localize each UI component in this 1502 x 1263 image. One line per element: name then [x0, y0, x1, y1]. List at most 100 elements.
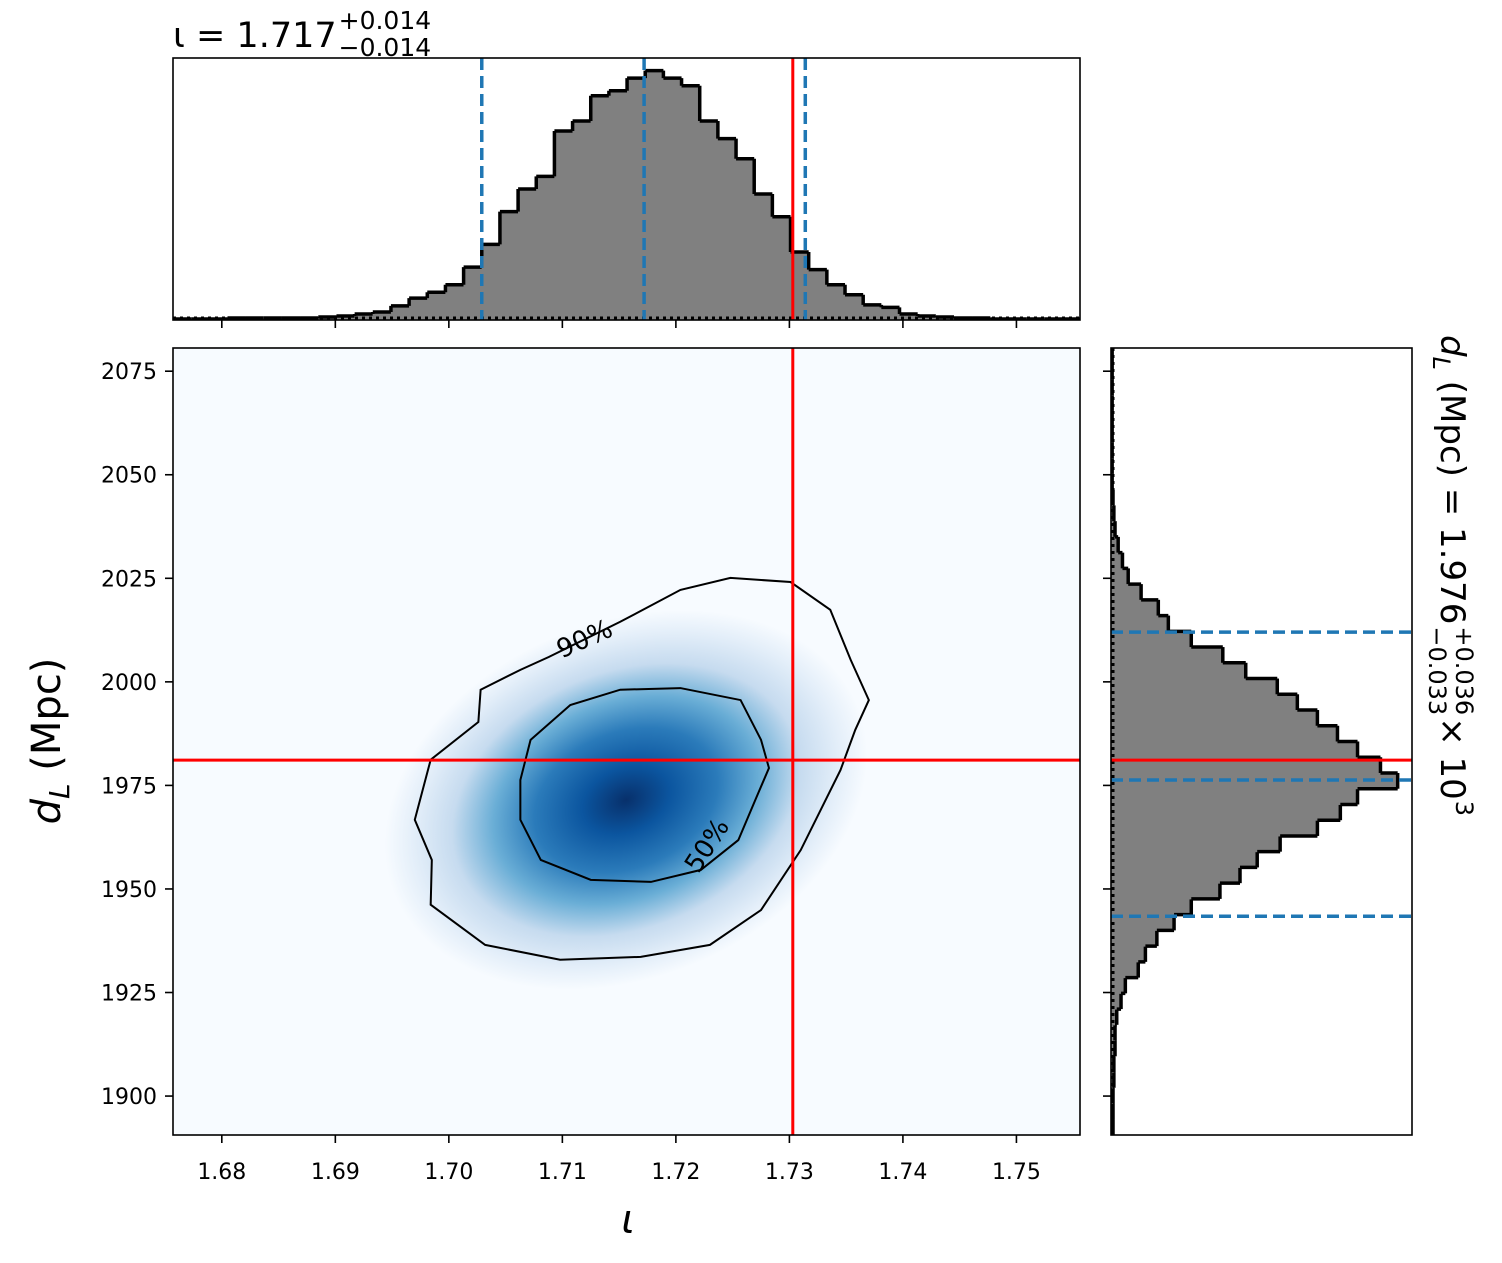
hist-bar — [1111, 694, 1298, 711]
hist-bar — [518, 189, 537, 320]
hist-bar — [736, 158, 755, 320]
hist-bar — [1111, 568, 1129, 585]
hist-bar — [1111, 1009, 1117, 1026]
hist-bar — [336, 315, 356, 320]
title-upper: +0.014 — [339, 6, 432, 35]
y-tick-label: 2000 — [101, 671, 157, 696]
hist-bar — [590, 95, 610, 320]
side-lower: −0.033 — [1423, 626, 1451, 715]
x-tick-label: 1.75 — [992, 1160, 1041, 1185]
hist-bar — [845, 294, 864, 320]
hist-bar — [463, 267, 483, 320]
y-tick-label: 1950 — [101, 878, 157, 903]
side-upper: +0.036 — [1450, 626, 1478, 715]
hist-bar — [572, 120, 592, 320]
hist-bar — [808, 269, 828, 320]
title-lower: −0.014 — [339, 33, 432, 62]
hist-bar — [1111, 552, 1123, 569]
contour-line — [519, 687, 771, 883]
hist-bar — [917, 315, 937, 320]
hist-bar — [754, 194, 773, 320]
hist-bar — [554, 131, 574, 320]
hist-bar — [1111, 946, 1146, 963]
top-hist-layer — [173, 58, 1080, 320]
hist-bar — [499, 211, 519, 320]
hist-bar — [1111, 678, 1278, 695]
hist-bar — [1111, 930, 1157, 947]
y-tick-label: 2075 — [101, 360, 157, 385]
side-text: (Mpc) = 1.976 — [1432, 370, 1472, 624]
hist-bar — [772, 216, 792, 320]
y-tick-label: 1900 — [101, 1085, 157, 1110]
side-symbol: d — [1432, 335, 1472, 357]
hist-bar — [1111, 631, 1192, 648]
hist-bar — [1111, 772, 1398, 790]
hist-bar — [1111, 536, 1119, 554]
hist-bar — [1111, 710, 1318, 727]
hist-bar — [608, 90, 628, 320]
side-title-text: dL (Mpc) = 1.976 — [1427, 335, 1472, 624]
hist-bar — [699, 120, 719, 320]
hist-bar — [681, 85, 701, 320]
side-title: dL (Mpc) = 1.976 +0.036 −0.033 × 10 3 — [1423, 335, 1478, 816]
side-times: × 10 — [1432, 717, 1472, 800]
hist-bar — [1111, 662, 1246, 680]
hist-bar — [1111, 914, 1175, 931]
y-label-sub: L — [43, 783, 76, 799]
hist-bar — [717, 138, 737, 320]
hist-bar — [1111, 867, 1240, 884]
y-axis-label: dL (Mpc) — [24, 658, 76, 825]
hist-bar — [372, 311, 392, 320]
hist-bar — [1111, 977, 1126, 994]
hist-bar — [1111, 820, 1318, 837]
density-map — [384, 610, 868, 990]
hist-bar — [445, 284, 465, 320]
hist-bar — [481, 244, 501, 320]
right-panel-frame — [1110, 347, 1413, 1136]
x-tick-label: 1.73 — [765, 1160, 814, 1185]
hist-bar — [1111, 725, 1338, 742]
main-panel-frame — [172, 347, 1081, 1136]
hist-bar — [1111, 993, 1122, 1010]
hist-bar — [627, 78, 646, 320]
hist-bar — [536, 176, 555, 320]
hist-bar — [645, 70, 664, 320]
y-tick-label: 2050 — [101, 464, 157, 489]
hist-bar — [1111, 741, 1358, 758]
x-tick-label: 1.74 — [878, 1160, 927, 1185]
hist-bar — [390, 305, 410, 320]
top-panel-frame — [172, 57, 1081, 321]
y-tick-label: 1975 — [101, 774, 157, 799]
hist-bar — [1111, 961, 1139, 979]
y-tick-label: 1925 — [101, 982, 157, 1007]
hist-bar — [1111, 647, 1223, 664]
hist-bar — [427, 292, 446, 320]
x-tick-label: 1.69 — [311, 1160, 360, 1185]
hist-bar — [1111, 835, 1281, 853]
hist-bar — [1111, 788, 1358, 805]
y-label-unit: (Mpc) — [24, 658, 70, 784]
hist-bar — [863, 304, 882, 320]
hist-bar — [881, 307, 901, 320]
hist-bar — [1111, 615, 1169, 632]
y-tick-label: 2025 — [101, 567, 157, 592]
hist-bar — [1111, 898, 1192, 916]
side-sub: L — [1427, 357, 1455, 370]
hist-bar — [1111, 804, 1341, 821]
hist-bar — [663, 78, 683, 320]
x-axis-label: ι — [621, 1197, 635, 1243]
hist-bar — [1111, 1024, 1116, 1042]
title-text: ι = 1.717 — [173, 16, 337, 56]
hist-bar — [1111, 599, 1159, 617]
x-tick-label: 1.72 — [651, 1160, 700, 1185]
hist-bar — [409, 298, 428, 320]
side-power: 3 — [1450, 801, 1478, 816]
contour-line — [413, 576, 870, 961]
x-tick-label: 1.70 — [424, 1160, 473, 1185]
x-tick-label: 1.71 — [538, 1160, 587, 1185]
hist-bar — [826, 284, 846, 320]
axes-layer: 1.68 1.69 1.70 1.71 1.72 1.73 1.74 1.75 1900 1925… — [101, 320, 1111, 1185]
hist-bar — [1111, 584, 1142, 601]
right-hist-layer — [1111, 348, 1412, 1135]
